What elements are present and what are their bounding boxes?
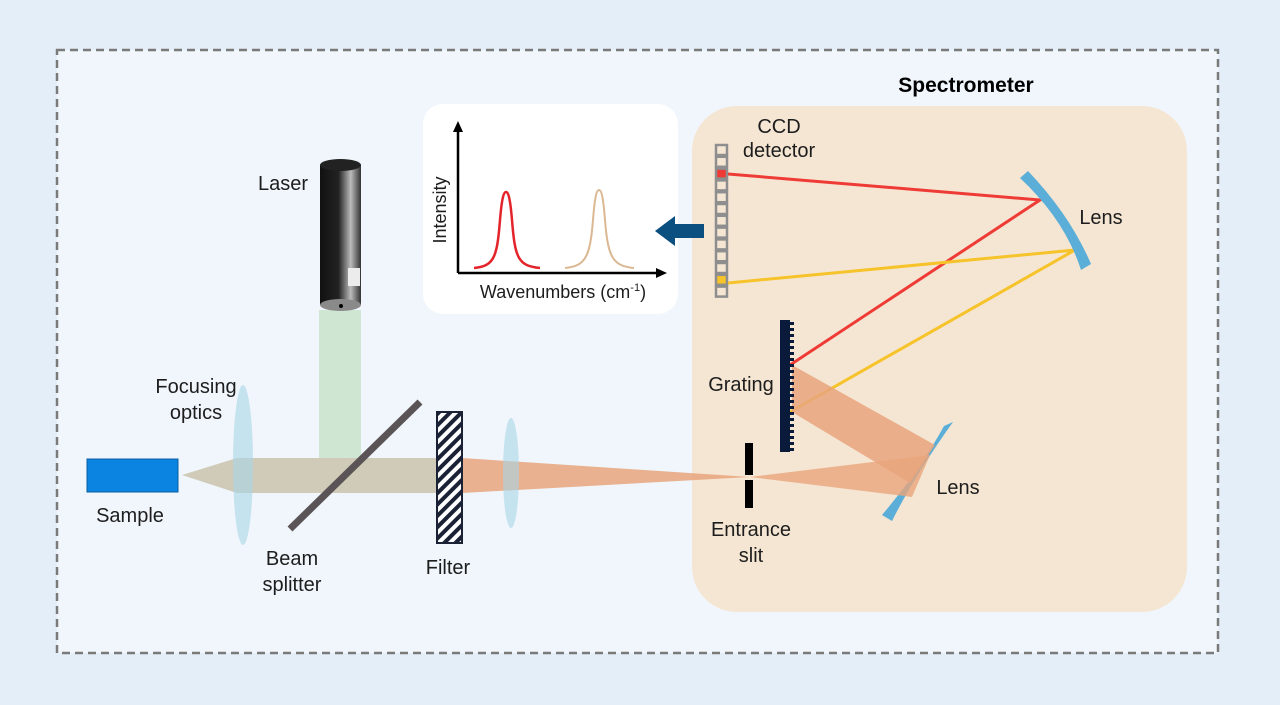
y-axis-label: Intensity	[430, 176, 450, 243]
ccd-pixel	[714, 249, 729, 263]
collection-lens	[503, 418, 519, 528]
grating-tooth	[790, 418, 794, 421]
lower-lens-label: Lens	[936, 477, 979, 499]
grating	[780, 320, 794, 452]
red-peak	[473, 190, 541, 270]
grating-label: Grating	[708, 374, 774, 396]
ccd-label-2: detector	[743, 140, 816, 162]
sample-label: Sample	[96, 505, 164, 527]
grating-tooth	[790, 394, 794, 397]
ccd-label-1: CCD	[757, 116, 800, 138]
grating-tooth	[790, 448, 794, 451]
slit-lower	[745, 480, 753, 508]
focusing-label-2: optics	[170, 402, 222, 424]
focusing-lens	[233, 385, 253, 545]
grating-tooth	[790, 436, 794, 439]
laser-beam	[319, 310, 361, 460]
output-arrow-icon	[655, 216, 704, 246]
grating-beam	[792, 365, 935, 483]
grating-tooth	[790, 346, 794, 349]
grating-tooth	[790, 442, 794, 445]
red-ray	[727, 172, 1045, 367]
ccd-pixel	[714, 179, 729, 192]
ccd-pixel	[714, 143, 729, 157]
slit-label-1: Entrance	[711, 519, 791, 541]
grating-tooth	[790, 400, 794, 403]
laser	[320, 159, 361, 311]
diverging-beam	[750, 455, 930, 497]
beam-splitter-label-1: Beam	[266, 548, 318, 570]
grating-tooth	[790, 322, 794, 325]
beam-splitter-label-2: splitter	[263, 574, 322, 596]
ccd-pixel	[714, 226, 729, 239]
slit-label-2: slit	[739, 545, 764, 567]
grating-tooth	[790, 424, 794, 427]
ccd-pixel	[714, 202, 729, 216]
ccd-pixel	[714, 273, 729, 287]
grating-tooth	[790, 370, 794, 373]
upper-lens	[1020, 171, 1091, 270]
grating-tooth	[790, 358, 794, 361]
laser-label: Laser	[258, 173, 308, 195]
converging-beam	[462, 458, 750, 493]
beam-splitter	[287, 399, 423, 532]
focusing-label-1: Focusing	[155, 376, 236, 398]
grating-tooth	[790, 364, 794, 367]
grating-tooth	[790, 406, 794, 409]
ccd-pixel	[714, 261, 729, 275]
grating-tooth	[790, 412, 794, 415]
ccd-pixel	[714, 155, 729, 169]
filter-label: Filter	[426, 557, 471, 579]
grating-tooth	[790, 334, 794, 337]
grating-tooth	[790, 382, 794, 385]
ccd-pixel	[714, 285, 729, 298]
ccd-pixel	[714, 190, 729, 204]
sample	[86, 458, 179, 493]
spectrometer-box	[692, 106, 1187, 612]
ccd-pixel	[714, 238, 729, 251]
ccd-pixel	[714, 214, 729, 228]
ccd-pixel	[714, 167, 729, 180]
slit-upper	[745, 443, 753, 475]
grating-tooth	[790, 352, 794, 355]
x-axis-label: Wavenumbers (cm-1)	[480, 282, 646, 302]
spectrometer-title: Spectrometer	[898, 74, 1033, 97]
grating-tooth	[790, 328, 794, 331]
ccd-detector	[714, 143, 729, 298]
grating-tooth	[790, 376, 794, 379]
spectrum-inset: Intensity Wavenumbers (cm-1)	[423, 104, 678, 314]
upper-lens-label: Lens	[1079, 207, 1122, 229]
focused-cone	[182, 458, 237, 493]
grating-tooth	[790, 430, 794, 433]
grating-tooth	[790, 340, 794, 343]
filter	[436, 411, 463, 544]
grating-tooth	[790, 388, 794, 391]
tan-peak	[564, 188, 635, 269]
